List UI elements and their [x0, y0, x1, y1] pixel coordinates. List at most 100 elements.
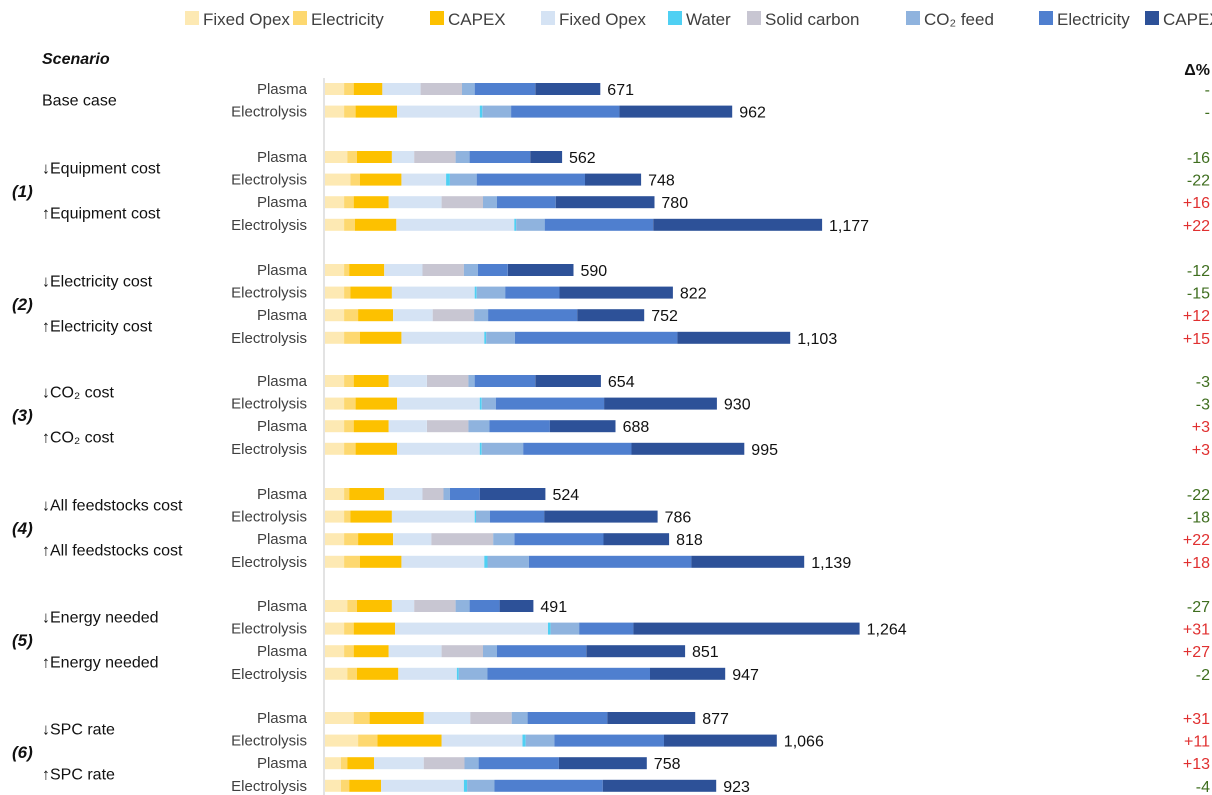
bar-segment: [479, 488, 546, 500]
row-labels: Base case Plasma Electrolysis ↓Equipment co…: [12, 81, 308, 795]
technology-label: Electrolysis: [231, 778, 307, 795]
technology-label: Plasma: [257, 262, 308, 279]
bar-segment: [559, 286, 673, 299]
legend-label: Fixed Opex: [559, 10, 646, 29]
bar-segment: [325, 264, 345, 276]
bar-segment: [344, 286, 351, 299]
bar-segment: [495, 397, 605, 410]
legend: Fixed Opex Electricity CAPEX Fixed Opex Wate…: [185, 10, 1212, 29]
bar-segment: [325, 196, 345, 209]
bar-segment: [353, 196, 389, 209]
bar-segment: [455, 151, 470, 163]
delta-percent-label: -: [1205, 105, 1210, 122]
bar-segment: [558, 757, 647, 770]
bar-segment: [353, 375, 389, 387]
bar-segment: [664, 734, 777, 747]
bar-segment: [325, 779, 341, 792]
bar-segment: [535, 83, 601, 95]
bar-segment: [443, 488, 450, 500]
bar-segment: [353, 622, 396, 635]
bar-segment: [384, 488, 423, 500]
technology-label: Electrolysis: [231, 554, 307, 571]
scenario-label: ↓Electricity cost: [42, 273, 153, 290]
bar-segment: [325, 600, 348, 612]
bar-segment: [325, 533, 345, 546]
bar-segment: [604, 397, 717, 410]
bar-segment: [344, 420, 354, 433]
bar-segment: [474, 375, 536, 387]
bar-segment: [650, 667, 726, 680]
bar-segment: [530, 151, 563, 163]
bar-segment: [344, 196, 354, 209]
bar-segment: [344, 533, 359, 546]
bar-segment: [360, 555, 402, 568]
bar-segment: [607, 712, 696, 724]
legend-label: CO₂ feed: [924, 10, 994, 29]
legend-swatch: [906, 11, 920, 25]
delta-percent-label: -2: [1196, 667, 1210, 684]
delta-percent-label: -16: [1187, 150, 1210, 167]
scenario-label: ↑All feedstocks cost: [42, 543, 183, 560]
delta-percent-label: -: [1205, 82, 1210, 99]
total-value-label: 1,177: [829, 218, 869, 235]
bar-segment: [511, 712, 528, 724]
technology-label: Electrolysis: [231, 285, 307, 302]
bar-segment: [325, 105, 345, 118]
total-value-label: 491: [540, 599, 567, 616]
bar-segment: [493, 533, 515, 546]
group-number: (1): [12, 182, 33, 201]
total-value-label: 923: [723, 779, 750, 795]
total-value-label: 748: [648, 173, 675, 190]
bar-segment: [441, 196, 483, 209]
bar-segment: [358, 309, 394, 322]
bar-segment: [356, 600, 392, 612]
technology-label: Plasma: [257, 81, 308, 98]
bar-segment: [344, 488, 350, 500]
bar-segment: [344, 331, 360, 344]
delta-percent-label: +3: [1192, 419, 1210, 436]
bar-segment: [474, 286, 477, 299]
bar-segment: [469, 151, 531, 163]
delta-percent-label: -3: [1196, 374, 1210, 391]
bar-segment: [431, 533, 494, 546]
total-value-label: 877: [702, 711, 729, 728]
bar-segment: [497, 645, 587, 658]
bar-segment: [325, 488, 345, 500]
bar-segment: [653, 218, 823, 231]
delta-percent-label: +12: [1183, 308, 1210, 325]
bar-segment: [422, 488, 444, 500]
bar-segment: [441, 645, 483, 658]
total-value-label: 654: [608, 374, 635, 391]
bar-segment: [355, 105, 397, 118]
bar-segment: [347, 151, 357, 163]
bar-segment: [427, 375, 469, 387]
group-number: (5): [12, 631, 33, 650]
bar-segment: [356, 151, 392, 163]
bar-segment: [507, 264, 574, 276]
technology-label: Plasma: [257, 194, 308, 211]
legend-label: Fixed Opex: [203, 10, 290, 29]
bar-segment: [325, 331, 345, 344]
total-value-label: 1,103: [797, 331, 837, 348]
bar-segment: [516, 218, 545, 231]
technology-label: Electrolysis: [231, 217, 307, 234]
bar-segment: [325, 375, 345, 387]
bar-segment: [514, 218, 517, 231]
bar-segment: [523, 442, 632, 455]
technology-label: Electrolysis: [231, 621, 307, 638]
technology-label: Electrolysis: [231, 733, 307, 750]
technology-label: Electrolysis: [231, 330, 307, 347]
bar-segment: [427, 420, 469, 433]
scenario-header: Scenario: [42, 51, 110, 68]
bar-segment: [344, 218, 355, 231]
scenario-label: ↑SPC rate: [42, 767, 115, 784]
bar-segment: [677, 331, 791, 344]
bar-segment: [550, 622, 580, 635]
bar-segment: [474, 510, 476, 523]
total-value-label: 786: [665, 510, 692, 527]
total-value-label: 822: [680, 286, 707, 303]
bar-segment: [356, 667, 399, 680]
bar-segment: [487, 555, 529, 568]
legend-swatch: [293, 11, 307, 25]
bar-segment: [353, 712, 370, 724]
